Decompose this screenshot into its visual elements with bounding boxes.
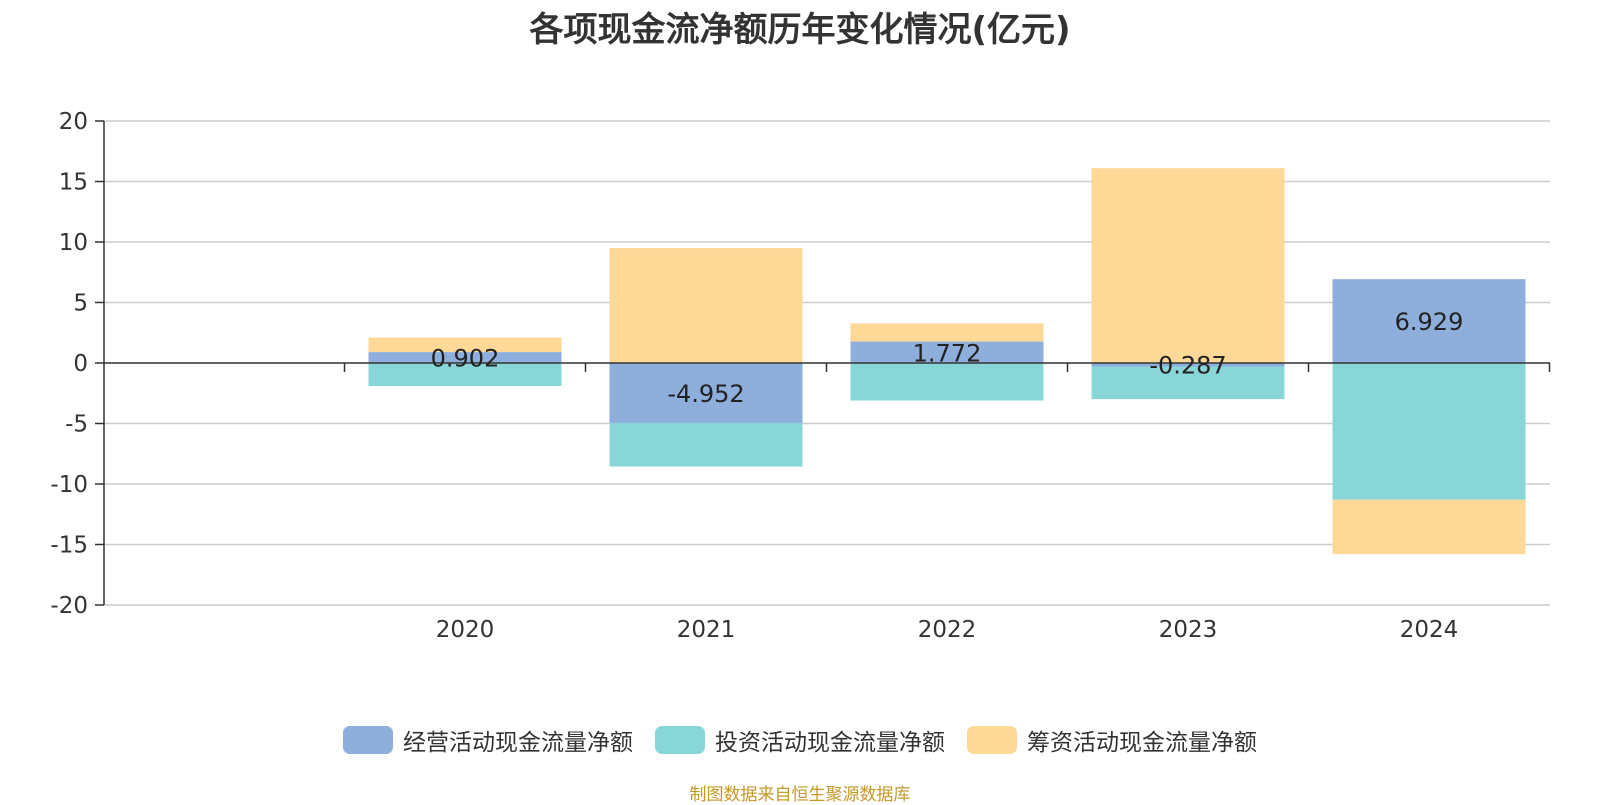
x-tick-label-2024: 2024 [1400,617,1459,643]
bar-2022-series-3 [850,323,1044,342]
bar-2020-series-1 [368,352,562,363]
x-tick-label-2021: 2021 [677,617,736,643]
bars [368,168,1526,555]
legend: 经营活动现金流量净额 投资活动现金流量净额 筹资活动现金流量净额 [0,720,1600,760]
legend-label: 投资活动现金流量净额 [715,730,945,756]
x-tick-label-2020: 2020 [436,617,495,643]
y-tick-label: 5 [73,291,88,317]
data-label-2024: 6.929 [1395,308,1464,336]
y-tick-label: 10 [59,230,88,256]
bar-2022-series-2 [850,363,1044,401]
legend-label: 经营活动现金流量净额 [403,730,633,756]
bar-2021-series-3 [609,248,803,363]
bar-2023-series-3 [1091,168,1285,363]
grid-lines [104,120,1550,606]
legend-swatch [967,726,1017,754]
data-label-2023: -0.287 [1149,352,1226,380]
bar-2024-series-1 [1332,279,1526,363]
bar-2021-series-1 [609,363,803,423]
chart-title: 各项现金流净额历年变化情况(亿元) [529,10,1071,50]
bar-2024-series-3 [1332,499,1526,555]
bar-2023-series-2 [1091,366,1285,400]
y-tick-label: 15 [59,170,88,196]
legend-swatch [343,726,393,754]
legend-item-3[interactable]: 筹资活动现金流量净额 [967,723,1257,757]
axes: 20 15 10 5 0 -5 -10 -15 -20 2020 2021 2022 2023 2024 [50,109,1551,643]
x-tick-label-2022: 2022 [918,617,977,643]
y-tick-label: 20 [59,109,88,135]
legend-item-1[interactable]: 经营活动现金流量净额 [343,723,633,757]
legend-swatch [655,726,705,754]
y-tick-label: 0 [73,351,88,377]
bar-2020-series-2 [368,363,562,386]
data-label-2022: 1.772 [913,339,982,367]
y-tick-label: -10 [50,472,88,498]
y-tick-label: -20 [50,593,88,619]
bar-2024-series-2 [1332,363,1526,500]
bar-2021-series-2 [609,422,803,467]
data-label-2021: -4.952 [667,380,744,408]
data-labels: 0.902 -4.952 1.772 -0.287 6.929 [431,308,1464,408]
legend-label: 筹资活动现金流量净额 [1027,730,1257,756]
legend-item-2[interactable]: 投资活动现金流量净额 [655,723,945,757]
data-label-2020: 0.902 [431,345,500,373]
bar-2020-series-3 [368,337,562,353]
y-tick-label: -15 [50,533,88,559]
y-tick-label: -5 [65,412,88,438]
source-note: 制图数据来自恒生聚源数据库 [689,785,911,805]
bar-2022-series-1 [850,341,1044,363]
x-tick-label-2023: 2023 [1159,617,1218,643]
bar-2023-series-1 [1091,363,1285,367]
